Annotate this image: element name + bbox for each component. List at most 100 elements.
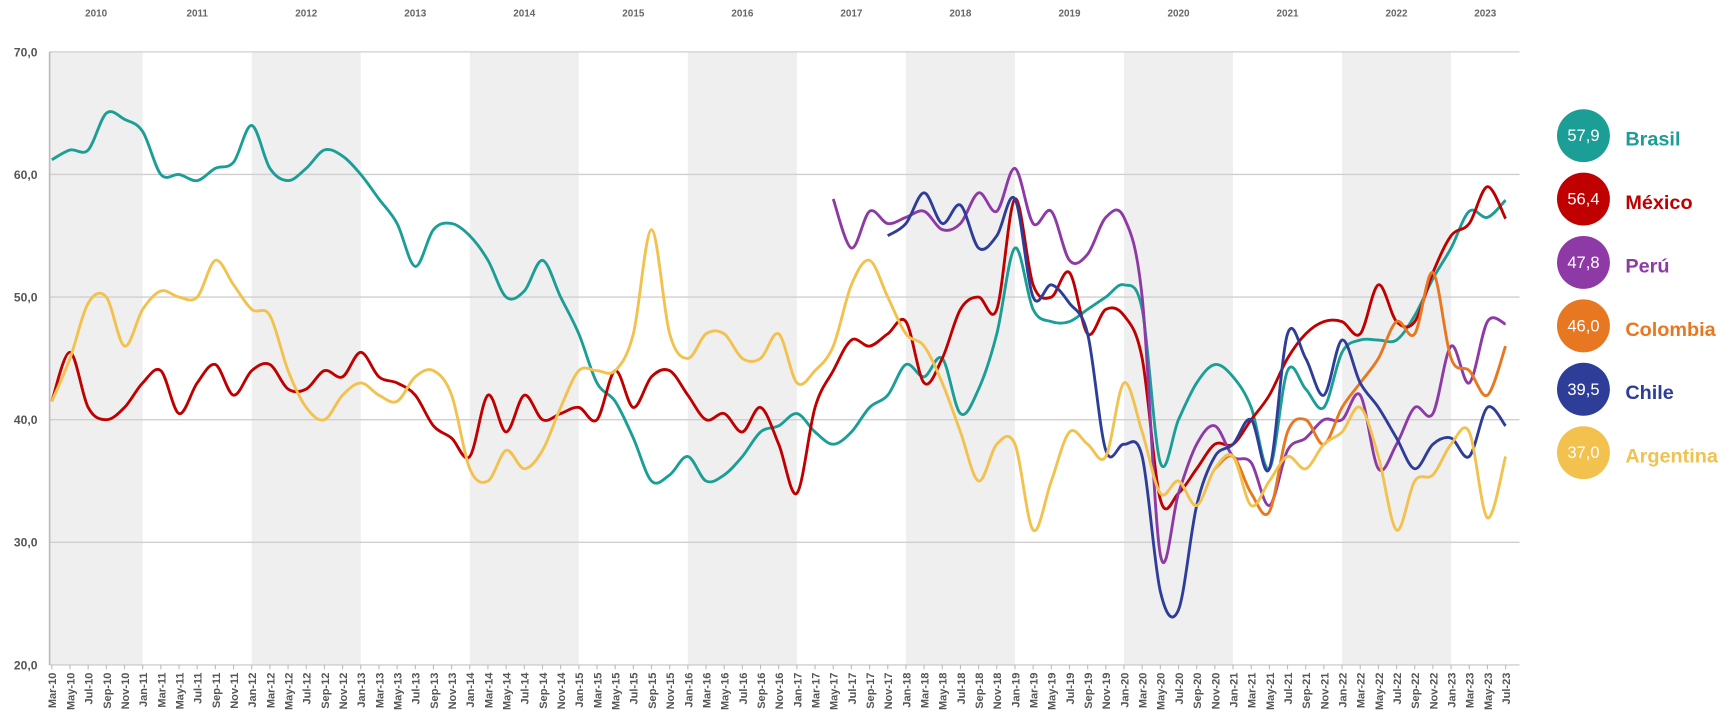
x-tick-label: Nov-10 xyxy=(120,673,132,710)
year-label: 2011 xyxy=(186,9,208,20)
legend-value: 57,9 xyxy=(1567,126,1599,145)
x-tick-label: Jul-22 xyxy=(1392,673,1404,705)
x-tick-label: Mar-14 xyxy=(483,672,495,708)
x-tick-label: Mar-15 xyxy=(592,673,604,709)
x-tick-label: Jul-16 xyxy=(738,673,750,705)
legend-badge xyxy=(1556,299,1610,353)
year-band xyxy=(905,51,1015,665)
x-tick-label: Sep-17 xyxy=(865,673,877,709)
y-tick-label: 70,0 xyxy=(14,45,38,59)
x-tick-label: Jul-19 xyxy=(1065,673,1077,705)
x-tick-label: Nov-12 xyxy=(338,673,350,710)
x-tick-label: Mar-13 xyxy=(374,673,386,709)
x-tick-label: Mar-20 xyxy=(1138,673,1150,709)
x-tick-label: Jul-18 xyxy=(956,673,968,705)
legend-item: 46,0 Colombia xyxy=(1556,299,1717,353)
x-tick-label: Sep-10 xyxy=(102,673,114,709)
x-tick-label: Nov-16 xyxy=(774,673,786,710)
legend-name: Chile xyxy=(1625,382,1673,404)
series-line xyxy=(886,191,1507,619)
x-tick-label: Jan-22 xyxy=(1337,673,1349,708)
x-tick-label: Jul-14 xyxy=(520,672,532,705)
legend-item: 56,4 México xyxy=(1556,172,1693,226)
year-label: 2014 xyxy=(513,9,536,20)
x-tick-label: Mar-23 xyxy=(1465,673,1477,709)
legend-item: 47,8 Perú xyxy=(1556,236,1669,289)
x-tick-label: Mar-11 xyxy=(156,673,168,708)
year-label: 2020 xyxy=(1167,9,1190,20)
legend-value: 46,0 xyxy=(1567,316,1599,335)
x-tick-label: Mar-12 xyxy=(265,673,277,709)
x-tick-label: May-21 xyxy=(1265,673,1277,710)
y-tick-label: 20,0 xyxy=(14,658,38,672)
x-tick-label: Jan-16 xyxy=(683,673,695,708)
year-label: 2023 xyxy=(1474,9,1497,20)
x-tick-label: Mar-10 xyxy=(47,673,59,709)
legend-name: Argentina xyxy=(1625,446,1719,468)
y-tick-label: 40,0 xyxy=(14,413,38,427)
x-tick-label: Jul-11 xyxy=(193,673,205,704)
x-tick-label: Nov-17 xyxy=(883,673,895,710)
x-tick-label: Mar-16 xyxy=(701,673,713,709)
x-tick-label: Jul-17 xyxy=(847,673,859,705)
legend-badge xyxy=(1556,362,1610,416)
x-tick-label: Jan-11 xyxy=(138,673,150,707)
legend-item: 57,9 Brasil xyxy=(1556,109,1680,163)
x-tick-label: Jul-10 xyxy=(84,673,96,705)
x-tick-label: Jan-13 xyxy=(356,673,368,708)
x-tick-label: May-13 xyxy=(393,673,405,710)
x-tick-label: Nov-15 xyxy=(665,673,677,710)
x-tick-label: Sep-19 xyxy=(1083,673,1095,709)
x-tick-label: Jul-23 xyxy=(1501,673,1513,705)
x-tick-label: Jan-14 xyxy=(465,672,477,708)
y-tick-label: 60,0 xyxy=(14,168,38,182)
x-tick-label: May-22 xyxy=(1374,673,1386,710)
legend-item: 39,5 Chile xyxy=(1556,362,1674,416)
year-label: 2021 xyxy=(1277,9,1300,20)
legend-value: 37,0 xyxy=(1567,443,1599,462)
year-label: 2010 xyxy=(85,9,108,20)
year-label: 2012 xyxy=(295,9,318,20)
x-tick-label: May-17 xyxy=(829,673,841,710)
legend-name: Brasil xyxy=(1625,129,1680,151)
legend-value: 56,4 xyxy=(1567,190,1599,209)
x-tick-label: Jul-20 xyxy=(1174,673,1186,705)
legend-name: Colombia xyxy=(1625,319,1716,341)
x-tick-label: Sep-13 xyxy=(429,673,441,709)
year-band xyxy=(1342,51,1452,665)
x-tick-label: Mar-18 xyxy=(919,673,931,709)
x-tick-label: Mar-22 xyxy=(1356,673,1368,709)
series-line xyxy=(831,166,1507,565)
year-band xyxy=(1123,51,1234,665)
legend-value: 47,8 xyxy=(1567,253,1599,272)
x-tick-label: Nov-14 xyxy=(556,672,568,710)
x-tick-label: May-10 xyxy=(65,673,77,710)
x-tick-label: Jan-15 xyxy=(574,673,586,708)
legend-value: 39,5 xyxy=(1567,380,1599,399)
x-tick-label: Sep-22 xyxy=(1410,673,1422,709)
x-tick-label: Mar-19 xyxy=(1029,673,1041,709)
x-tick-label: May-12 xyxy=(283,673,295,710)
x-tick-label: May-19 xyxy=(1047,673,1059,710)
x-tick-label: May-15 xyxy=(611,673,623,710)
x-tick-label: May-20 xyxy=(1156,673,1168,710)
x-tick-label: Sep-12 xyxy=(320,673,332,709)
legend-name: México xyxy=(1625,192,1692,214)
x-tick-label: May-18 xyxy=(938,673,950,710)
x-tick-label: May-23 xyxy=(1483,673,1495,710)
x-tick-label: Nov-13 xyxy=(447,673,459,710)
x-tick-label: Sep-20 xyxy=(1192,673,1204,709)
x-tick-label: May-14 xyxy=(502,672,514,710)
y-tick-label: 50,0 xyxy=(14,290,38,304)
x-tick-label: Jan-17 xyxy=(792,673,804,708)
legend-badge xyxy=(1556,236,1610,289)
year-label: 2016 xyxy=(731,9,754,20)
x-tick-label: Sep-15 xyxy=(647,673,659,709)
x-tick-label: Nov-22 xyxy=(1428,673,1440,710)
x-tick-label: Jan-23 xyxy=(1446,673,1458,708)
x-tick-label: May-16 xyxy=(720,673,732,710)
year-label: 2018 xyxy=(949,9,972,20)
series-line xyxy=(50,228,1507,532)
x-tick-label: Jan-20 xyxy=(1119,673,1131,708)
